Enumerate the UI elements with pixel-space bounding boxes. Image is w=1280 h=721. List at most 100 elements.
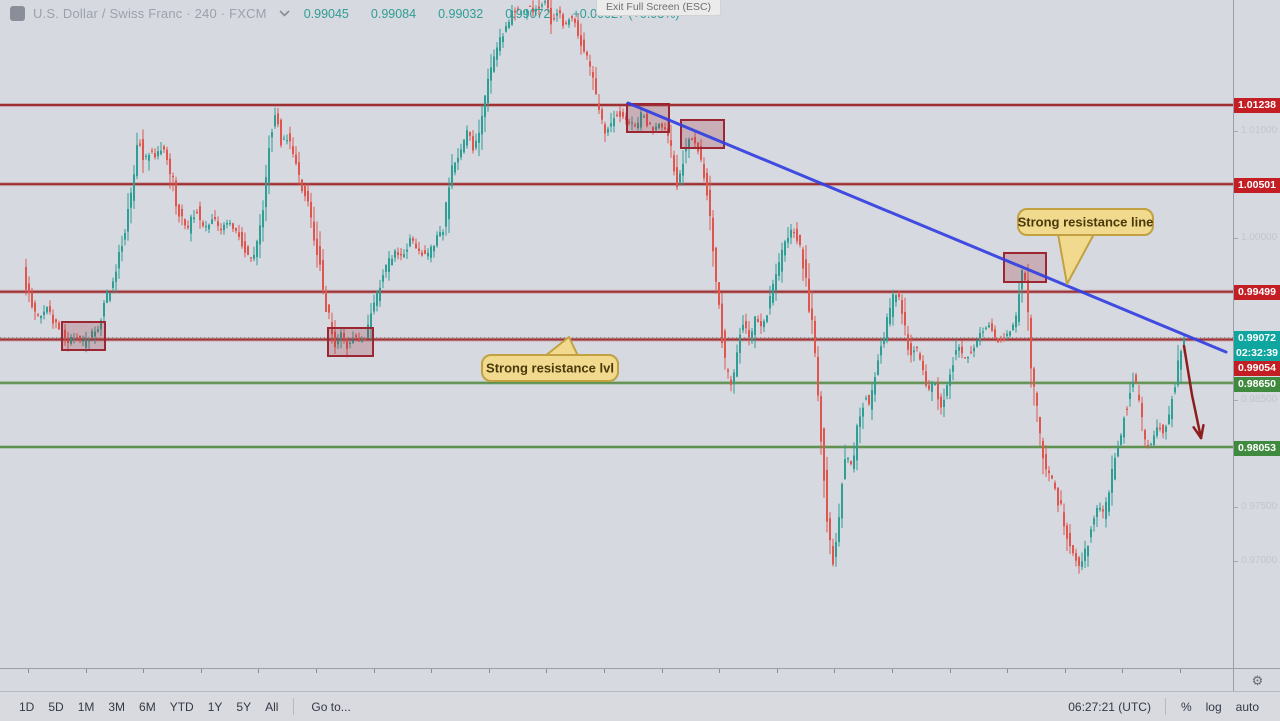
candle-body xyxy=(1105,501,1107,520)
callout-balloon[interactable]: Strong resistance lvl xyxy=(481,336,619,382)
range-button-1m[interactable]: 1M xyxy=(77,699,95,714)
candle-body xyxy=(376,291,378,306)
candle-body xyxy=(922,360,924,371)
candlestick-chart: Strong resistance line Strong resistance … xyxy=(0,0,1233,574)
candle-body xyxy=(1099,507,1101,510)
candle-body xyxy=(763,321,765,328)
candle-body xyxy=(799,235,801,245)
candle-body xyxy=(373,302,375,312)
candle-body xyxy=(166,149,168,160)
candle-body xyxy=(265,177,267,208)
candle-body xyxy=(181,208,183,217)
range-button-ytd[interactable]: YTD xyxy=(169,699,194,714)
candle-body xyxy=(25,266,27,290)
range-button-5y[interactable]: 5Y xyxy=(236,699,252,714)
ohlc-close: 0.99072 xyxy=(505,6,551,21)
chart-pane[interactable]: Strong resistance line Strong resistance … xyxy=(0,0,1233,668)
log-scale-button[interactable]: log xyxy=(1205,699,1222,714)
candle-body xyxy=(88,339,90,342)
candle-body xyxy=(388,258,390,272)
candle-body xyxy=(1027,279,1029,313)
time-tick xyxy=(28,669,29,673)
candle-body xyxy=(1123,417,1125,438)
candle-body xyxy=(199,206,201,221)
candle-body xyxy=(436,235,438,246)
callout-balloon[interactable]: Strong resistance line xyxy=(1017,208,1154,285)
range-button-all[interactable]: All xyxy=(265,699,279,714)
candle-body xyxy=(289,133,291,142)
candle-body xyxy=(679,173,681,183)
candle-body xyxy=(595,78,597,95)
candle-body xyxy=(37,314,39,316)
candle-body xyxy=(820,396,822,442)
candle-body xyxy=(1081,561,1083,567)
candle-body xyxy=(916,346,918,349)
candle-body xyxy=(1033,368,1035,387)
down-arrow[interactable] xyxy=(1182,344,1205,440)
candle-body xyxy=(637,122,639,129)
candle-body xyxy=(775,274,777,291)
highlight-box[interactable] xyxy=(1003,252,1047,283)
candle-body xyxy=(523,10,525,13)
time-tick xyxy=(662,669,663,673)
candle-body xyxy=(1000,338,1002,340)
highlight-box[interactable] xyxy=(61,321,106,351)
candle-body xyxy=(160,150,162,155)
candle-body xyxy=(178,204,180,217)
candle-body xyxy=(1078,557,1080,566)
chevron-down-icon[interactable] xyxy=(279,10,290,17)
resistance-trendline[interactable] xyxy=(626,101,1228,354)
percent-scale-button[interactable]: % xyxy=(1180,699,1192,714)
candle-body xyxy=(1036,393,1038,406)
candle-body xyxy=(247,246,249,255)
candle-body xyxy=(148,155,150,161)
highlight-box[interactable] xyxy=(327,327,374,357)
candle-body xyxy=(202,222,204,226)
range-button-3m[interactable]: 3M xyxy=(108,699,126,714)
candle-body xyxy=(841,484,843,519)
candle-body xyxy=(994,329,996,338)
range-button-6m[interactable]: 6M xyxy=(139,699,156,714)
candle-body xyxy=(550,7,552,25)
candle-body xyxy=(529,5,531,7)
candle-body xyxy=(85,338,87,348)
candle-body xyxy=(862,407,864,417)
range-button-1d[interactable]: 1D xyxy=(19,699,35,714)
candle-body xyxy=(976,340,978,347)
symbol-title[interactable]: U.S. Dollar / Swiss Franc · 240 · FXCM xyxy=(33,6,267,21)
candle-body xyxy=(34,302,36,312)
candle-body xyxy=(220,228,222,231)
clock-utc[interactable]: 06:27:21 (UTC) xyxy=(1068,699,1151,714)
candle-body xyxy=(163,146,165,150)
candle-body xyxy=(385,264,387,272)
candle-body xyxy=(487,78,489,104)
goto-button[interactable]: Go to... xyxy=(311,699,351,714)
bottom-toolbar: 1D 5D 1M 3M 6M YTD 1Y 5Y All Go to... 06:27:21 (… xyxy=(0,691,1280,721)
candle-body xyxy=(1147,444,1149,447)
candle-body xyxy=(460,149,462,158)
candle-body xyxy=(826,469,828,522)
auto-scale-button[interactable]: auto xyxy=(1235,699,1259,714)
candle-body xyxy=(454,162,456,173)
price-axis[interactable]: 1.01238 1.00501 0.99499 0.99072 02:32:39 0.99… xyxy=(1233,0,1280,668)
candle-body xyxy=(445,202,447,227)
callout-text: Strong resistance line xyxy=(1018,215,1154,230)
range-button-1y[interactable]: 1Y xyxy=(207,699,223,714)
candle-body xyxy=(1171,398,1173,420)
candle-body xyxy=(754,316,756,336)
candle-body xyxy=(505,26,507,32)
candle-body xyxy=(205,225,207,228)
axis-tick-label: 0.97500 xyxy=(1241,501,1278,512)
range-button-5d[interactable]: 5D xyxy=(48,699,64,714)
gear-icon[interactable]: ⚙ xyxy=(1251,673,1264,688)
candle-body xyxy=(1108,492,1110,512)
candle-body xyxy=(598,103,600,110)
candle-body xyxy=(316,238,318,255)
toolbar-divider xyxy=(293,698,295,715)
candle-body xyxy=(880,346,882,356)
candle-body xyxy=(97,329,99,332)
candle-body xyxy=(70,336,72,344)
time-axis[interactable] xyxy=(0,668,1233,692)
candle-body xyxy=(1135,374,1137,384)
candle-body xyxy=(442,232,444,236)
